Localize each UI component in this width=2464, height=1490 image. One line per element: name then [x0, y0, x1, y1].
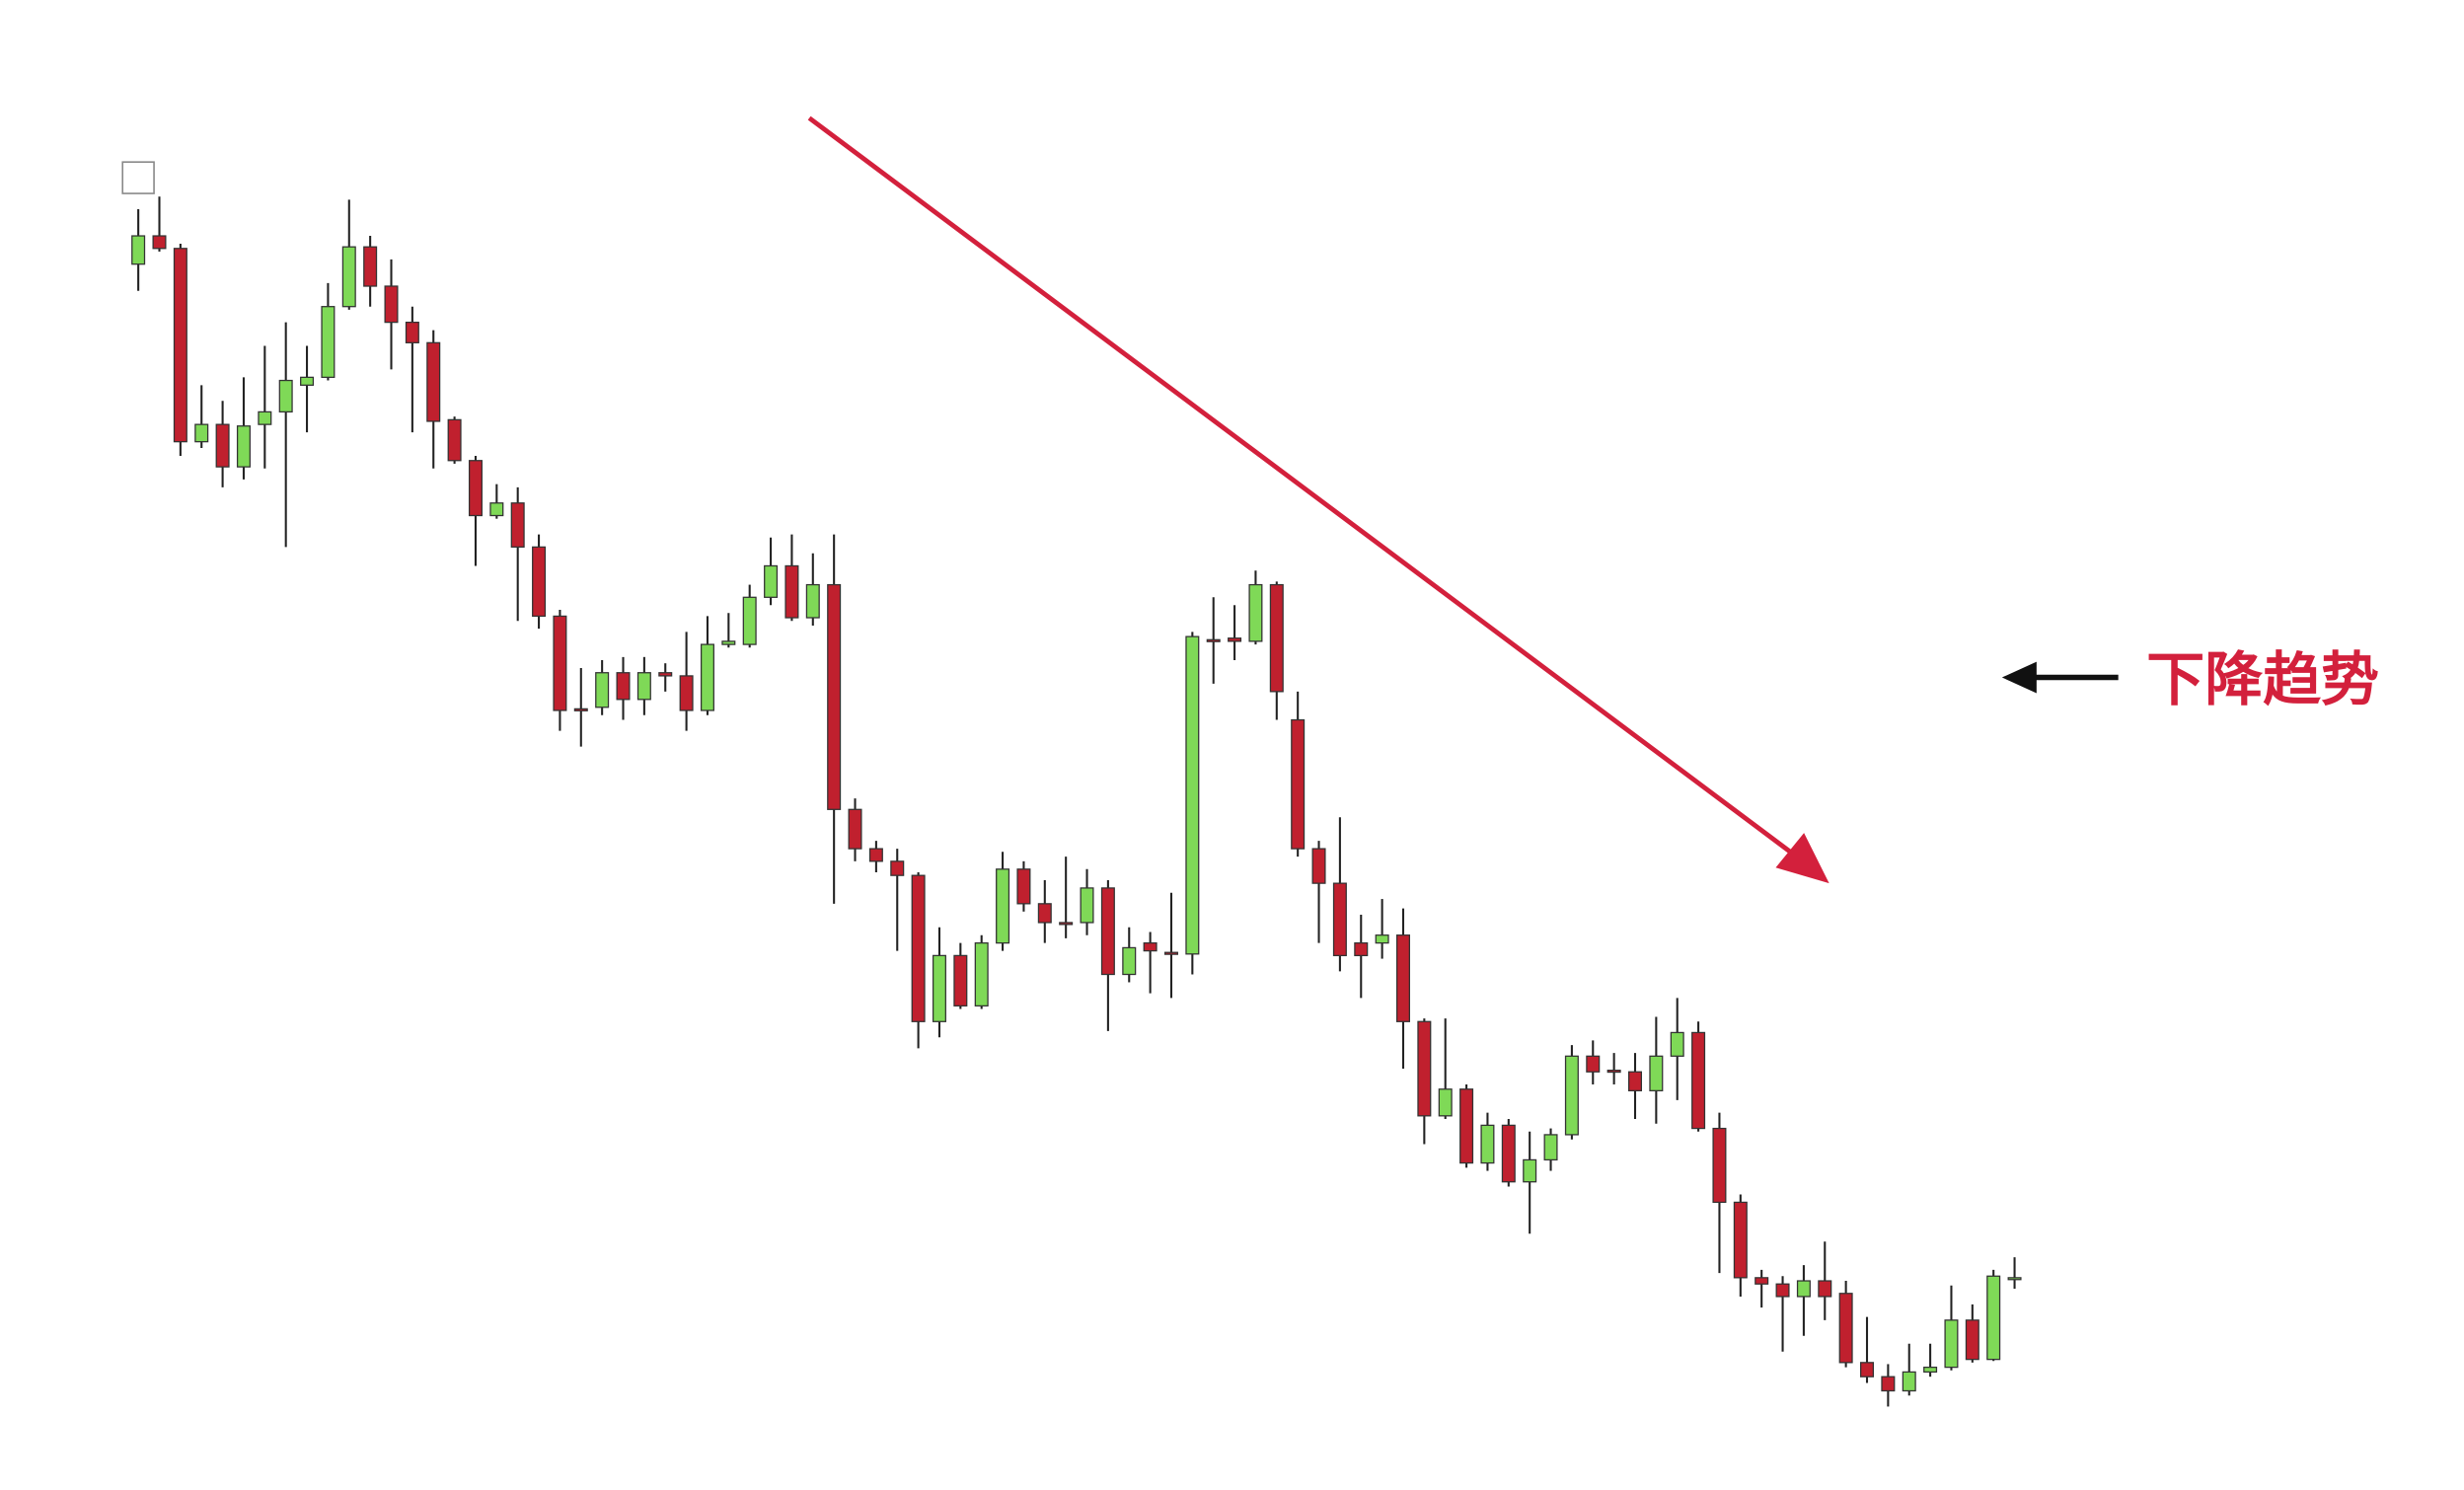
- candle-body: [194, 423, 209, 443]
- candle-body: [447, 418, 462, 462]
- candle-body: [1564, 1055, 1579, 1136]
- candle-body: [489, 502, 504, 517]
- candle-body: [1501, 1124, 1516, 1183]
- candle-body: [1965, 1319, 1979, 1361]
- candle-body: [805, 583, 820, 619]
- candle-body: [1375, 934, 1389, 944]
- candle-body: [868, 848, 883, 862]
- candle-body: [784, 564, 799, 619]
- candle-body: [827, 583, 842, 810]
- candle-body: [1670, 1031, 1684, 1057]
- candle-body: [341, 246, 356, 308]
- candle-body: [1291, 718, 1306, 850]
- candle-body: [258, 410, 272, 425]
- candle-body: [131, 235, 146, 265]
- candle-body: [1459, 1088, 1474, 1164]
- candle-body: [932, 954, 946, 1022]
- candle-body: [764, 564, 779, 598]
- candle-body: [553, 615, 567, 711]
- candle-body: [1163, 951, 1178, 955]
- candle-body: [1649, 1055, 1664, 1091]
- candle-body: [1775, 1283, 1790, 1298]
- candle-body: [1016, 868, 1031, 905]
- candle-body: [2007, 1277, 2022, 1281]
- candle-body: [911, 874, 926, 1022]
- candle-body: [1818, 1280, 1832, 1298]
- candle-body: [300, 376, 315, 386]
- candle-body: [721, 640, 736, 645]
- candle-body: [1523, 1158, 1537, 1183]
- candle-body: [173, 248, 187, 443]
- candle-body: [1838, 1293, 1853, 1364]
- annotation: 下降趋势: [2146, 645, 2379, 713]
- candle-body: [1923, 1366, 1938, 1374]
- trend-arrow-head: [1775, 833, 1829, 884]
- candle-body: [1944, 1319, 1959, 1369]
- candle-body: [1395, 934, 1410, 1022]
- chart-icon: [121, 161, 155, 194]
- candle-body: [1796, 1280, 1811, 1298]
- candle-body: [384, 285, 399, 324]
- candle-body: [532, 546, 547, 618]
- candle-body: [236, 425, 251, 468]
- candle-body: [1691, 1031, 1706, 1130]
- candle-body: [848, 808, 862, 850]
- candle-body: [278, 379, 293, 413]
- candle-body: [1100, 887, 1115, 976]
- candle-body: [595, 672, 610, 708]
- candle-body: [1311, 848, 1326, 884]
- candle-body: [953, 954, 968, 1006]
- candle-body: [1543, 1134, 1558, 1161]
- candle-body: [573, 708, 588, 711]
- candle-body: [1480, 1124, 1495, 1164]
- candle-body: [742, 596, 757, 645]
- candle-body: [1859, 1362, 1875, 1378]
- candle-body: [1080, 887, 1094, 924]
- candle-body: [1986, 1275, 2001, 1361]
- candle-body: [890, 860, 905, 876]
- candle-body: [1712, 1127, 1727, 1204]
- candle-body: [1248, 583, 1263, 642]
- candle-body: [679, 675, 694, 711]
- candle-body: [1627, 1071, 1643, 1091]
- candle-body: [510, 502, 525, 548]
- candle-body: [152, 235, 167, 250]
- candle-body: [1185, 635, 1200, 955]
- trend-arrow-line: [807, 115, 1809, 866]
- candle-body: [468, 460, 483, 517]
- candle-body: [363, 246, 378, 287]
- candle-body: [996, 868, 1010, 944]
- candle-body: [1143, 942, 1157, 952]
- candle-body: [1733, 1201, 1748, 1279]
- pointer-arrow-head: [2001, 661, 2037, 694]
- candle-body: [974, 942, 989, 1006]
- candle-body: [1059, 922, 1074, 926]
- candle-body: [1881, 1376, 1896, 1392]
- candle-body: [1332, 882, 1347, 957]
- candle-body: [1606, 1070, 1621, 1074]
- candle-body: [1417, 1020, 1432, 1117]
- candle-body: [1586, 1055, 1601, 1073]
- candle-body: [700, 643, 714, 711]
- candle-body: [616, 672, 631, 701]
- candle-body: [1755, 1277, 1769, 1285]
- candle-body: [1228, 637, 1242, 642]
- candle-body: [1354, 942, 1369, 957]
- candle-body: [1122, 946, 1137, 976]
- candle-body: [426, 341, 441, 422]
- candle-body: [1206, 638, 1221, 642]
- candle-body: [405, 321, 419, 343]
- candle-body: [1902, 1371, 1916, 1392]
- candle-body: [215, 423, 230, 468]
- candle-body: [1269, 583, 1284, 693]
- candle-body: [1037, 903, 1052, 924]
- candle-body: [658, 672, 673, 677]
- candle-body: [321, 306, 336, 378]
- candle-body: [636, 672, 651, 701]
- candle-body: [1438, 1088, 1453, 1117]
